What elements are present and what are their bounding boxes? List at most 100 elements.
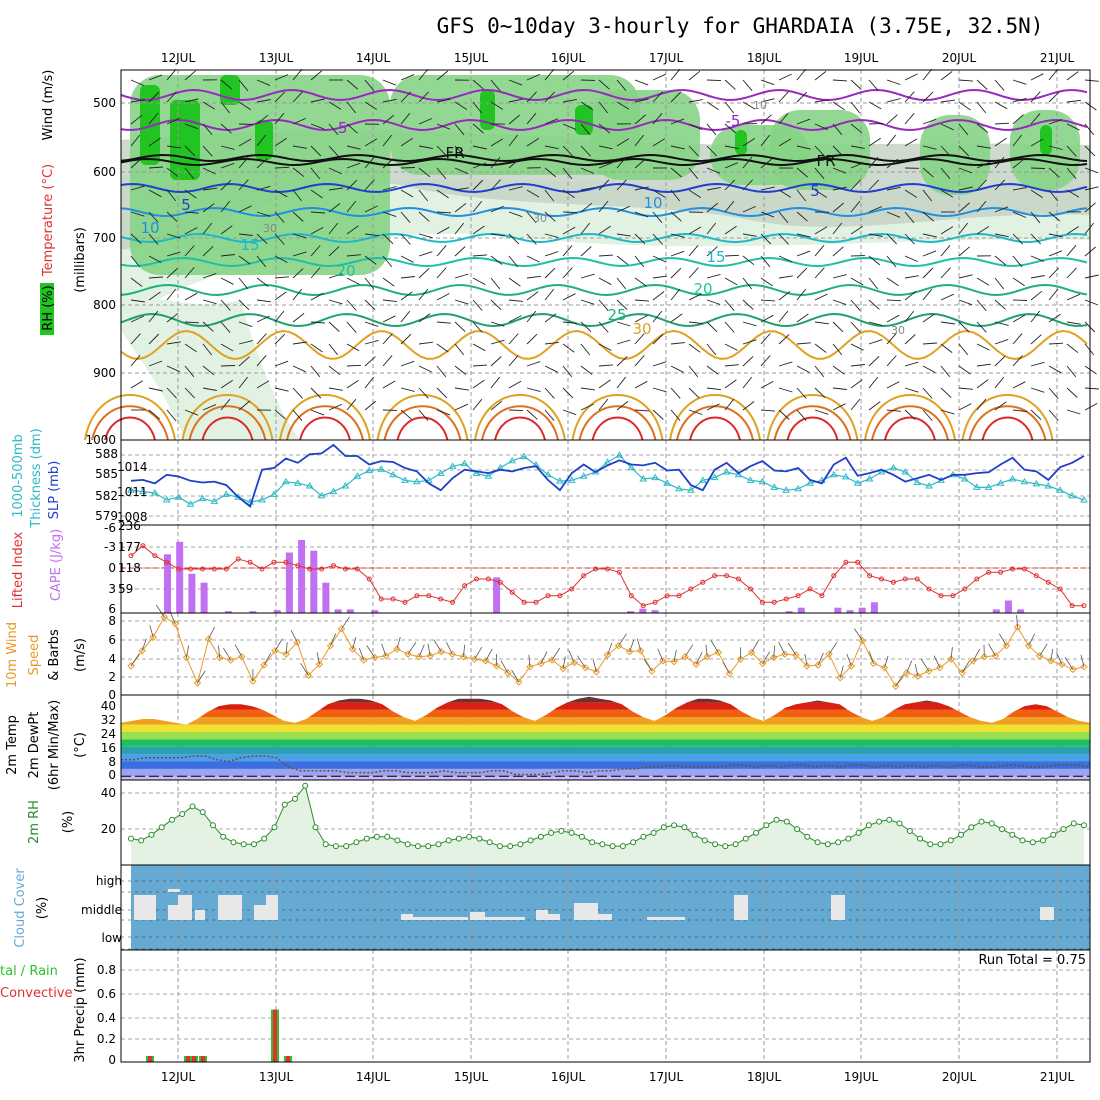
wind-barb (436, 343, 449, 353)
rh-marker (363, 835, 370, 842)
temperature-isotherm (120, 206, 1088, 218)
wind-barb (994, 299, 1006, 310)
isotherm-dome-inner (299, 416, 351, 441)
rh-marker (568, 829, 575, 836)
wind-barb (130, 255, 141, 268)
lifted-index-marker (307, 566, 313, 572)
wind-barb (130, 134, 141, 147)
day-label-top: 19JUL (844, 51, 879, 65)
wind-barb (688, 321, 703, 325)
wind-barb (130, 315, 144, 323)
wind-barb (940, 267, 951, 279)
rh-marker (425, 843, 432, 850)
wind-barb (904, 189, 918, 198)
wind-barb (724, 254, 740, 257)
wind-barb (724, 299, 735, 311)
wind-barb (202, 321, 214, 332)
wind-speed-marker (393, 645, 401, 653)
wind-barb (148, 91, 160, 103)
wind-barb (382, 114, 395, 125)
wind-barb (868, 156, 879, 169)
wind-barb (310, 267, 321, 279)
temp-label-d: (°C) (73, 732, 88, 758)
wind-barb-10m (330, 633, 337, 646)
wind-barb (562, 365, 573, 378)
lifted-index-marker (605, 566, 610, 572)
rh-marker (763, 822, 770, 829)
wind-barb (580, 167, 595, 174)
wind-barb (544, 167, 557, 178)
wind-barb (688, 99, 703, 103)
rh-bright-cell (735, 130, 747, 155)
wind-barb (706, 222, 717, 235)
wind-barb (238, 340, 253, 345)
wind-barb (184, 365, 195, 378)
wind-tick: 6 (108, 633, 116, 647)
wind-barb (1030, 233, 1042, 245)
isotherm-dome-inner (396, 416, 449, 441)
wind-barb (814, 226, 828, 235)
wind-barb (310, 245, 321, 257)
isotherm-dome-inner (786, 416, 839, 441)
panel-frame (120, 949, 1091, 1063)
wind-barb (382, 315, 396, 323)
wind-speed-marker (249, 677, 257, 685)
wind-barb (166, 211, 178, 222)
wind-barb (940, 387, 952, 398)
wind-barb (562, 343, 575, 353)
wind-barb (328, 222, 339, 235)
rh-bright-cell (255, 120, 273, 160)
cloud-bar (574, 903, 598, 920)
wind-barb (526, 233, 537, 245)
wind-barb (184, 267, 195, 279)
wind-barb (706, 343, 717, 356)
rh-marker (251, 841, 257, 848)
wind-barb (778, 291, 791, 301)
wind-barb (634, 158, 646, 169)
wind-barb (580, 101, 593, 110)
rh-marker (158, 824, 165, 831)
lifted-index-marker (593, 566, 599, 572)
temp-band (121, 709, 1090, 718)
thickness-tick: 588 (95, 447, 118, 461)
wind-barb (508, 380, 522, 389)
wind-barb (904, 211, 915, 224)
wind-barb (616, 179, 627, 191)
wind-speed-marker (215, 653, 224, 662)
wind-barb (580, 387, 595, 391)
wind-barb-10m (1064, 657, 1074, 670)
wind-speed-marker (1035, 652, 1044, 660)
wind-barb (184, 145, 196, 157)
wind-barb (400, 360, 415, 367)
lifted-index-marker (724, 573, 730, 579)
thickness-marker (1032, 479, 1041, 487)
wind-barb (760, 98, 775, 103)
lifted-index-marker (581, 573, 587, 579)
wind-barb-10m (474, 646, 483, 660)
lifted-index-marker (712, 573, 718, 579)
isotherm-dome-outer (864, 394, 956, 441)
wind-barb (1066, 71, 1079, 81)
temp-band (121, 702, 1090, 710)
contour-label: 30 (632, 320, 651, 338)
cape-tick: 236 (118, 519, 141, 533)
wind-barb (328, 299, 343, 305)
thickness-marker (1080, 496, 1088, 503)
wind-barb (904, 73, 918, 81)
wind-barb-10m (657, 648, 664, 662)
wind-barb (490, 233, 505, 237)
wind-barb (256, 315, 270, 323)
wind-barb (562, 226, 576, 235)
cape-bar (249, 611, 257, 613)
wind-barb-10m (407, 641, 417, 655)
rh-marker (978, 818, 985, 825)
lifted-tick: -3 (104, 540, 116, 554)
wind-barb (274, 91, 286, 103)
wind-barb (490, 356, 502, 367)
wind-barb (868, 401, 881, 411)
temp-label-a: 2m Temp (5, 715, 20, 775)
contour-label: FR (445, 144, 464, 162)
wind-barb (760, 409, 776, 412)
wind-barb (922, 313, 935, 323)
wind-barb (778, 334, 790, 345)
